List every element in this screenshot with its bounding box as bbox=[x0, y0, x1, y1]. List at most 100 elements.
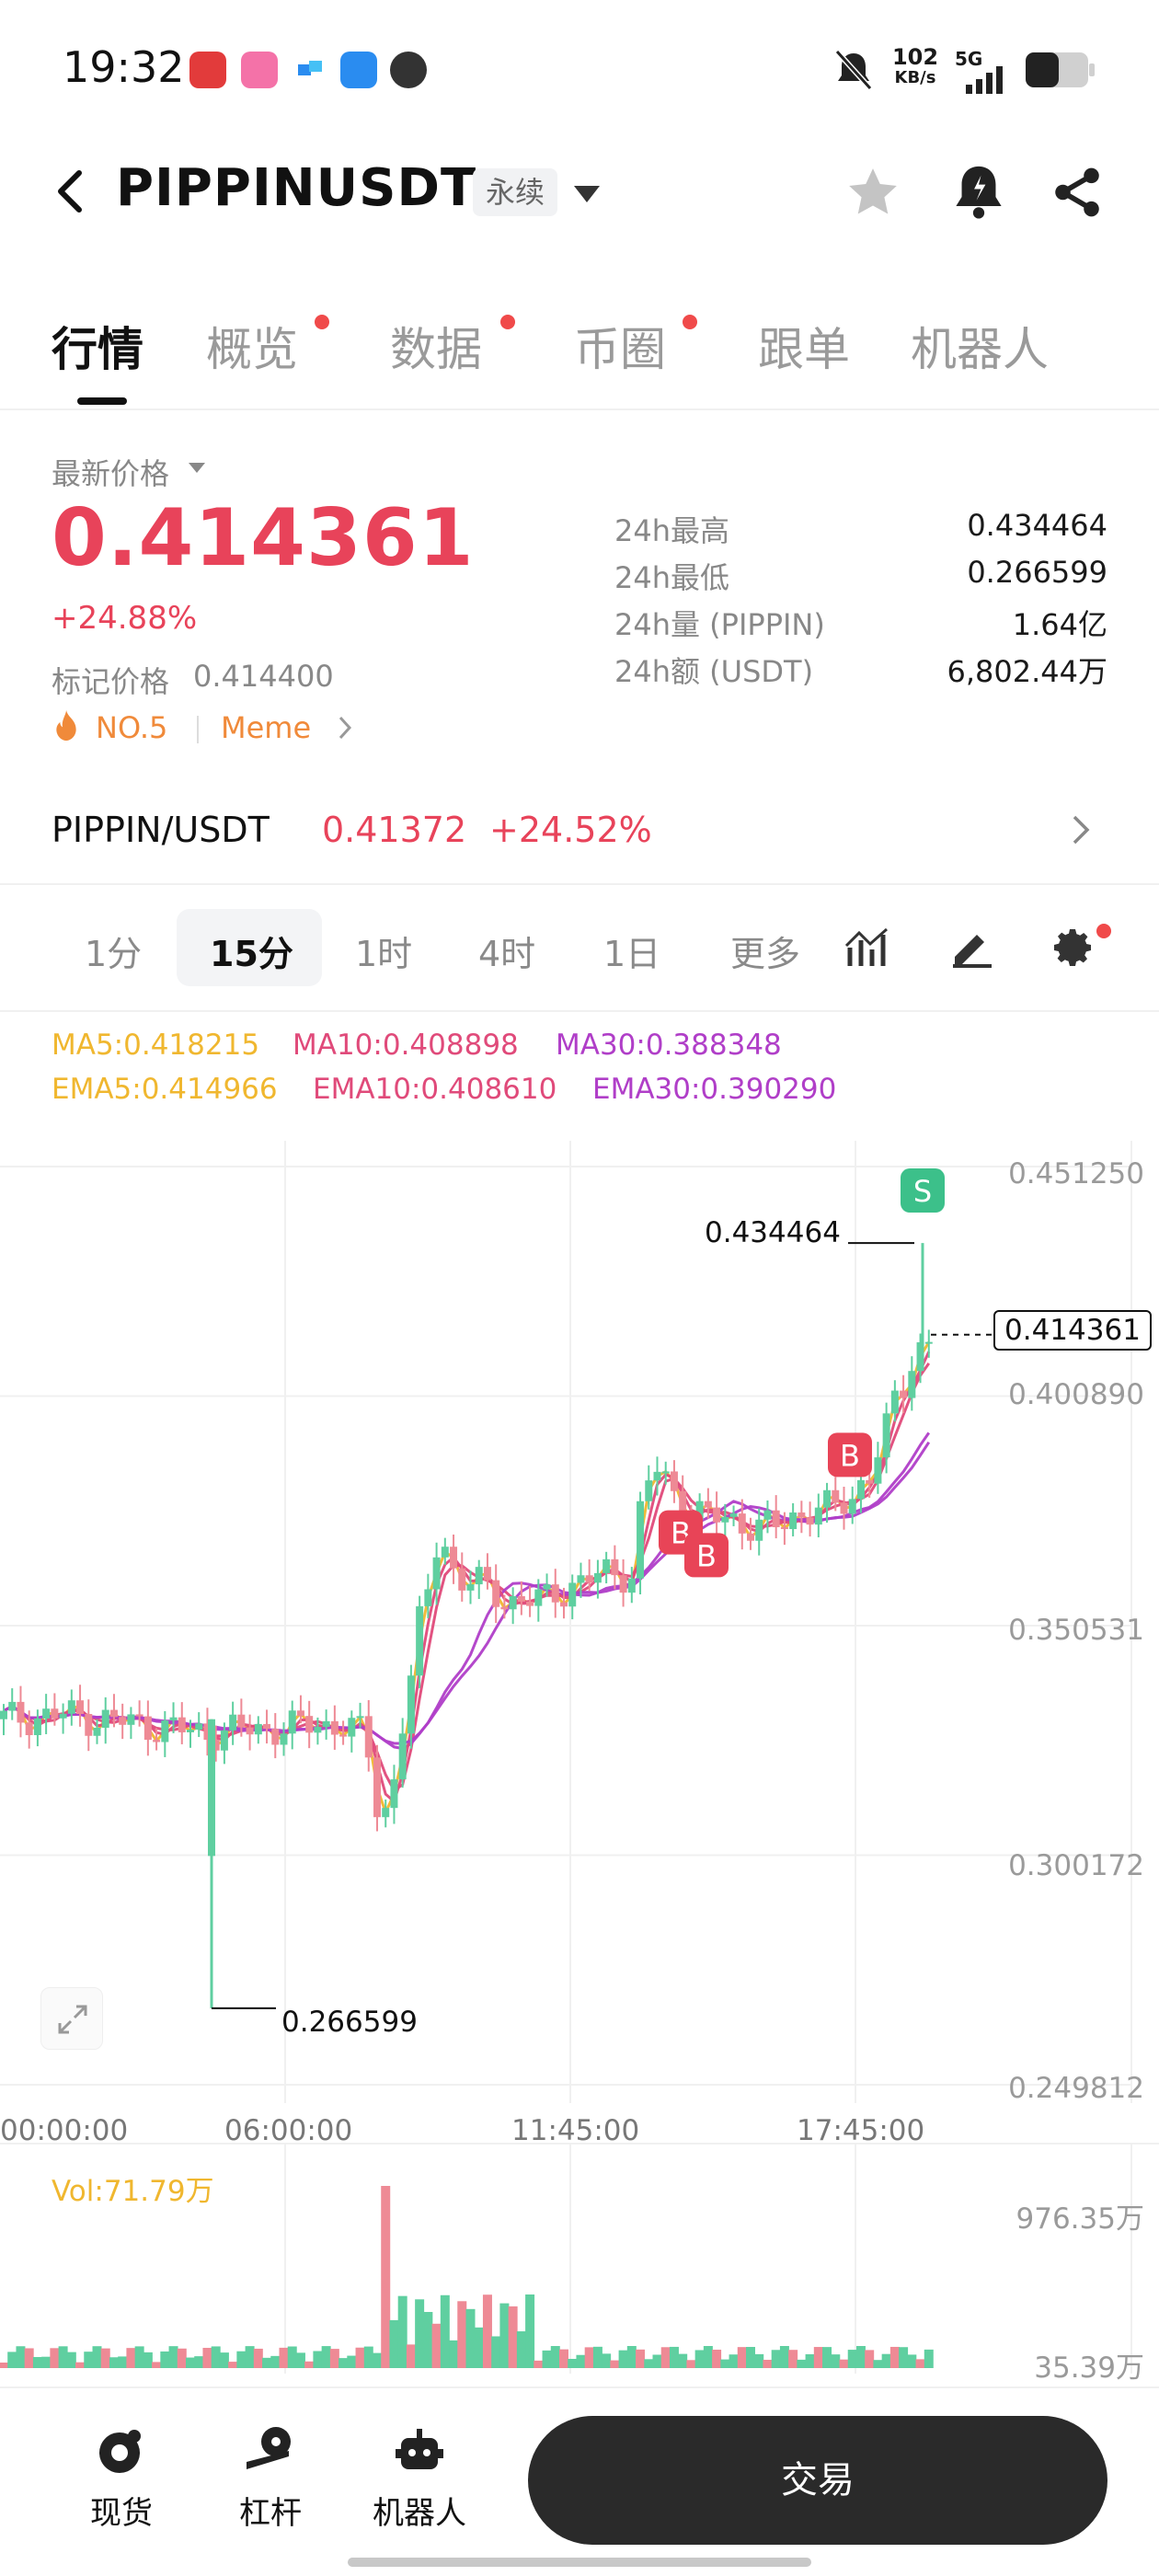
volume-bar bbox=[771, 2350, 781, 2368]
nav-spot[interactable]: 现货 bbox=[57, 2425, 186, 2533]
symbol-title[interactable]: PIPPINUSDT bbox=[116, 158, 477, 218]
volume-label: Vol:71.79万 bbox=[52, 2175, 214, 2208]
volume-bar bbox=[355, 2347, 365, 2368]
candle-body bbox=[119, 1717, 127, 1725]
candle-body bbox=[432, 1557, 441, 1590]
tabs-divider bbox=[0, 408, 1159, 410]
volume-bar bbox=[431, 2323, 442, 2368]
timeframe-1d[interactable]: 1日 bbox=[603, 934, 661, 974]
tab-market[interactable]: 行情 bbox=[52, 323, 143, 376]
volume-bar bbox=[245, 2346, 255, 2368]
price-alert-bell-icon[interactable] bbox=[951, 162, 1006, 221]
candle-body bbox=[169, 1717, 178, 1721]
timeframe-1h[interactable]: 1时 bbox=[355, 934, 413, 974]
candle-body bbox=[187, 1730, 194, 1732]
spot-pair-change: +24.52% bbox=[489, 810, 652, 850]
category-chevron-icon[interactable] bbox=[337, 714, 353, 742]
volume-bar bbox=[7, 2352, 17, 2368]
volume-bar bbox=[660, 2347, 671, 2368]
volume-bar bbox=[720, 2359, 730, 2368]
buy-marker-label: B bbox=[840, 1438, 860, 1473]
candle-body bbox=[500, 1606, 509, 1610]
candle-body bbox=[611, 1558, 619, 1576]
candle-body bbox=[212, 1740, 220, 1751]
volume-bar bbox=[381, 2186, 391, 2368]
nav-bot[interactable]: 机器人 bbox=[355, 2425, 484, 2533]
candle-body bbox=[492, 1580, 500, 1607]
volume-bar bbox=[686, 2360, 696, 2368]
volume-bar bbox=[831, 2354, 841, 2368]
category-meme[interactable]: Meme bbox=[221, 710, 312, 745]
nav-leverage[interactable]: 杠杆 bbox=[206, 2425, 335, 2533]
volume-bar bbox=[186, 2357, 195, 2368]
candle-body bbox=[679, 1490, 687, 1520]
volume-bar bbox=[636, 2349, 646, 2368]
timeframe-4h[interactable]: 4时 bbox=[478, 934, 536, 974]
volume-tick-min: 35.39万 bbox=[1034, 2352, 1144, 2385]
candle-body bbox=[364, 1716, 373, 1758]
volume-bar bbox=[152, 2362, 162, 2368]
active-tab-indicator bbox=[77, 397, 127, 405]
candle-body bbox=[848, 1499, 856, 1514]
candle-body bbox=[373, 1757, 381, 1818]
latest-price-label[interactable]: 最新价格 bbox=[52, 456, 170, 491]
indicator-chart-icon[interactable] bbox=[844, 926, 890, 968]
fullscreen-expand-button[interactable] bbox=[40, 1987, 103, 2050]
timeframe-1m[interactable]: 1分 bbox=[85, 934, 143, 974]
volume-bar bbox=[712, 2350, 722, 2368]
volume-bar bbox=[16, 2346, 26, 2368]
status-time: 19:32 bbox=[63, 42, 185, 92]
draw-pencil-icon[interactable] bbox=[949, 926, 995, 968]
candle-body bbox=[25, 1722, 33, 1736]
y-tick-0: 0.451250 bbox=[1008, 1157, 1144, 1190]
latest-price-caret-icon[interactable] bbox=[188, 462, 206, 475]
chart-settings-gear-icon[interactable] bbox=[1052, 926, 1096, 970]
tab-community[interactable]: 币圈 bbox=[574, 323, 666, 376]
spot-pair-name: PIPPIN/USDT bbox=[52, 810, 270, 850]
candle-body bbox=[551, 1584, 559, 1603]
back-arrow-icon[interactable] bbox=[52, 166, 88, 217]
app-notification-icon bbox=[390, 52, 427, 88]
trade-button[interactable]: 交易 bbox=[528, 2416, 1107, 2545]
candle-body bbox=[517, 1595, 525, 1602]
ma30-label: MA30:0.388348 bbox=[556, 1029, 782, 1062]
candle-body bbox=[593, 1572, 602, 1583]
candle-body bbox=[33, 1718, 41, 1736]
dropdown-caret-icon[interactable] bbox=[572, 184, 602, 204]
volume-bar bbox=[58, 2346, 68, 2368]
volume-bar bbox=[194, 2356, 204, 2368]
candle-body bbox=[8, 1701, 17, 1711]
timeframe-more[interactable]: 更多 bbox=[730, 934, 801, 974]
rank-divider bbox=[197, 716, 199, 743]
timeframe-15m[interactable]: 15分 bbox=[210, 934, 293, 974]
tab-copy-trading[interactable]: 跟单 bbox=[758, 323, 850, 376]
volume-bar bbox=[389, 2319, 399, 2368]
volume-bar bbox=[228, 2362, 238, 2368]
candle-body bbox=[458, 1568, 466, 1591]
volume-bar bbox=[32, 2356, 42, 2368]
tab-data[interactable]: 数据 bbox=[390, 323, 482, 376]
favorite-star-icon[interactable] bbox=[844, 164, 901, 221]
candle-body bbox=[254, 1723, 262, 1735]
volume-bar bbox=[813, 2347, 823, 2368]
candle-body bbox=[908, 1371, 916, 1398]
perpetual-tag: 永续 bbox=[473, 168, 558, 216]
pair-chevron-icon[interactable] bbox=[1071, 813, 1091, 846]
ema10-label: EMA10:0.408610 bbox=[313, 1073, 557, 1106]
network-type: 5G bbox=[955, 48, 983, 70]
robot-icon bbox=[396, 2429, 443, 2469]
volume-bar bbox=[822, 2347, 832, 2368]
volume-bar bbox=[542, 2350, 552, 2368]
current-price-tag[interactable]: 0.414361 bbox=[993, 1310, 1152, 1351]
volume-bar bbox=[746, 2347, 755, 2368]
tab-overview[interactable]: 概览 bbox=[206, 323, 298, 376]
x-tick-2: 11:45:00 bbox=[511, 2114, 640, 2147]
share-icon[interactable] bbox=[1049, 164, 1106, 221]
leverage-icon bbox=[247, 2427, 291, 2469]
rank-badge: NO.5 bbox=[96, 710, 168, 745]
volume-bar bbox=[118, 2356, 128, 2368]
stat-high-label: 24h最高 bbox=[614, 513, 730, 548]
tab-bots[interactable]: 机器人 bbox=[911, 323, 1049, 376]
candle-body bbox=[356, 1716, 364, 1719]
